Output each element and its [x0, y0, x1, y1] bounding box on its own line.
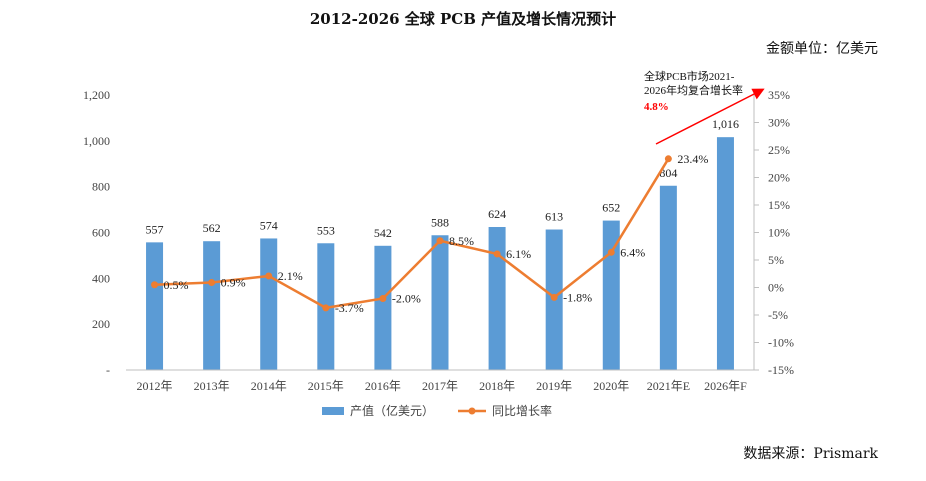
bar-value-label: 574 — [260, 218, 278, 232]
growth-value-label: 8.5% — [449, 234, 474, 248]
bar-value-label: 652 — [602, 201, 620, 215]
right-tick-label: 30% — [768, 116, 790, 130]
right-tick-label: -5% — [768, 308, 788, 322]
bar-value-label: 804 — [659, 166, 677, 180]
growth-value-label: -3.7% — [335, 301, 364, 315]
left-tick-label: 800 — [92, 180, 110, 194]
growth-point — [436, 237, 444, 245]
cagr-arrow — [655, 88, 765, 145]
x-tick-label: 2021年E — [647, 379, 690, 393]
right-tick-label: 15% — [768, 198, 790, 212]
right-tick-label: -15% — [768, 363, 794, 377]
chart-title: 2012-2026 全球 PCB 产值及增长情况预计 — [309, 10, 617, 28]
bar-value-label: 613 — [545, 210, 563, 224]
growth-point — [379, 295, 387, 302]
unit-label: 金额单位：亿美元 — [766, 41, 878, 57]
cagr-text-line2: 2026年均复合增长率 — [644, 83, 743, 97]
right-tick-label: 5% — [768, 253, 784, 267]
growth-point — [607, 248, 615, 256]
right-tick-label: 25% — [768, 143, 790, 157]
bar-value-label: 624 — [488, 207, 506, 221]
bar-2020年 — [602, 220, 620, 370]
left-tick-label: 400 — [92, 271, 110, 285]
bar-2012年 — [146, 242, 164, 370]
growth-value-label: -1.8% — [563, 290, 592, 304]
growth-line-series: 0.5% 0.9% 2.1% -3.7% -2.0% 8.5% 6.1% -1.8% 6.4% 2… — [151, 152, 708, 315]
bar-2014年 — [260, 238, 278, 370]
legend-bar-label: 产值（亿美元） — [350, 403, 434, 418]
x-tick-label: 2016年 — [365, 379, 401, 393]
legend: 产值（亿美元） 同比增长率 — [322, 403, 552, 418]
growth-point — [493, 250, 501, 258]
bar-value-label: 1,016 — [712, 117, 739, 131]
legend-line-label: 同比增长率 — [492, 403, 552, 418]
x-tick-label: 2013年 — [194, 379, 230, 393]
bar-2017年 — [431, 235, 449, 370]
left-tick-label: 1,000 — [83, 134, 110, 148]
x-tick-label: 2017年 — [422, 379, 458, 393]
bar-2026年F — [716, 137, 734, 370]
legend-bar-swatch — [322, 407, 344, 415]
left-tick-label: 1,200 — [83, 88, 110, 102]
growth-line — [154, 158, 670, 310]
left-y-axis: - 200 400 600 800 1,000 1,200 — [83, 88, 110, 377]
growth-point — [664, 155, 672, 163]
right-tick-label: 20% — [768, 171, 790, 185]
growth-value-label: 0.9% — [221, 276, 246, 290]
right-tick-label: 35% — [768, 88, 790, 102]
bar-value-label: 542 — [374, 226, 392, 240]
bar-value-label: 557 — [146, 222, 164, 236]
growth-value-label: 2.1% — [278, 269, 303, 283]
growth-point — [151, 281, 159, 289]
cagr-text-line1: 全球PCB市场2021- — [644, 69, 735, 83]
bar-2021年E — [659, 185, 677, 370]
x-tick-label: 2026年F — [704, 379, 747, 393]
growth-value-label: -2.0% — [392, 292, 421, 306]
left-tick-label: - — [106, 363, 110, 377]
right-tick-label: 10% — [768, 226, 790, 240]
x-tick-label: 2020年 — [593, 379, 629, 393]
left-tick-label: 600 — [92, 226, 110, 240]
growth-value-label: 23.4% — [677, 152, 708, 166]
x-tick-label: 2019年 — [536, 379, 572, 393]
bar-value-label: 562 — [203, 221, 221, 235]
cagr-value: 4.8% — [644, 101, 669, 113]
growth-point — [265, 272, 273, 280]
bar-value-label: 553 — [317, 223, 335, 237]
x-tick-label: 2012年 — [137, 379, 173, 393]
x-axis: 2012年 2013年 2014年 2015年 2016年 2017年 2018年 2019年… — [126, 369, 754, 393]
right-tick-label: -10% — [768, 336, 794, 350]
growth-point — [208, 279, 216, 287]
x-tick-label: 2015年 — [308, 379, 344, 393]
growth-point — [322, 304, 330, 312]
bar-2016年 — [374, 245, 392, 370]
bar-2013年 — [203, 241, 221, 370]
legend-line-marker — [468, 407, 476, 415]
bar-2018年 — [488, 227, 506, 370]
bar-series: 557 562 574 553 542 588 624 613 652 804 1,016 — [146, 117, 739, 370]
bar-value-label: 588 — [431, 215, 449, 229]
x-tick-label: 2014年 — [251, 379, 287, 393]
growth-value-label: 6.1% — [506, 247, 531, 261]
source-label: 数据来源：Prismark — [743, 446, 878, 462]
right-tick-label: 0% — [768, 281, 784, 295]
left-tick-label: 200 — [92, 317, 110, 331]
right-y-axis: -15% -10% -5% 0% 5% 10% 15% 20% 25% 30% 35% — [753, 88, 794, 377]
x-tick-label: 2018年 — [479, 379, 515, 393]
cagr-annotation: 全球PCB市场2021-2026年均复合增长率 4.8% — [644, 69, 765, 145]
growth-value-label: 0.5% — [164, 278, 189, 292]
growth-value-label: 6.4% — [620, 245, 645, 259]
growth-point — [550, 293, 558, 301]
